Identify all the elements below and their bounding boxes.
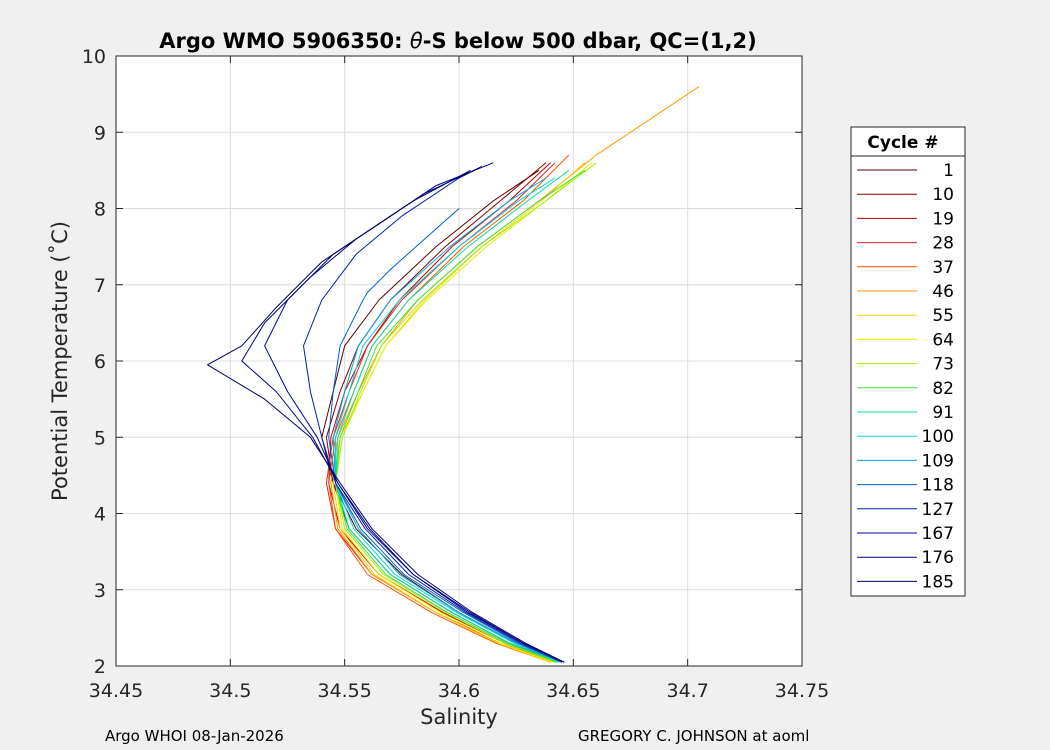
legend-label-cycle-176: 176 [922,548,954,568]
x-tick-label: 34.7 [667,680,709,702]
legend-box [850,126,966,597]
x-tick-label: 34.5 [209,680,251,702]
legend: Cycle # 1 10 19 28 37 46 55 64 73 82 91 100 109 118 12… [850,126,966,597]
legend-label-cycle-185: 185 [922,572,954,592]
series-line-cycle-73 [335,162,597,663]
axis-ticks: 34.45 34.5 34.55 34.6 34.65 34.7 34.75 2 3 4 5 6 7 8 9… [82,46,829,702]
legend-label-cycle-127: 127 [922,500,954,520]
legend-label-cycle-64: 64 [932,330,954,350]
legend-label-cycle-167: 167 [922,524,954,544]
series-line-cycle-46 [330,86,700,663]
legend-label-cycle-100: 100 [922,427,954,447]
legend-label-cycle-73: 73 [932,355,954,375]
series-line-cycle-19 [328,162,558,663]
legend-label-cycle-118: 118 [922,476,954,496]
x-tick-label: 34.55 [317,680,371,702]
legend-label-cycle-28: 28 [932,234,954,254]
x-tick-label: 34.45 [89,680,143,702]
y-tick-label: 6 [94,351,106,373]
series-layer [207,86,700,663]
legend-items: 1 10 19 28 37 46 55 64 73 82 91 100 109 118 127 167 176 1… [857,161,954,592]
legend-label-cycle-91: 91 [932,403,954,423]
y-tick-label: 9 [94,122,106,144]
y-tick-label: 8 [94,199,106,221]
series-line-cycle-109 [332,177,563,663]
y-tick-label: 7 [94,275,106,297]
footer-left: Argo WHOI 08-Jan-2026 [105,727,284,745]
legend-label-cycle-82: 82 [932,379,954,399]
series-line-cycle-82 [335,169,586,663]
series-line-cycle-127 [303,166,563,663]
y-axis-label: Potential Temperature (˚C) [48,221,72,501]
legend-label-cycle-19: 19 [932,209,954,229]
series-line-cycle-91 [335,169,570,663]
y-tick-label: 3 [94,580,106,602]
y-tick-label: 10 [82,46,106,68]
legend-label-cycle-37: 37 [932,258,954,278]
y-tick-label: 2 [94,656,106,678]
legend-label-cycle-1: 1 [943,161,954,181]
series-line-cycle-118 [328,208,563,663]
x-axis-label: Salinity [420,705,498,729]
x-tick-label: 34.75 [775,680,829,702]
legend-title: Cycle # [867,133,938,153]
legend-label-cycle-109: 109 [922,451,954,471]
legend-label-cycle-55: 55 [932,306,954,326]
series-line-cycle-100 [335,177,563,663]
series-line-cycle-185 [207,166,565,663]
y-tick-label: 4 [94,504,106,526]
x-tick-label: 34.6 [438,680,480,702]
chart-title: Argo WMO 5906350: θ-S below 500 dbar, QC… [159,29,756,53]
x-tick-label: 34.65 [546,680,600,702]
legend-label-cycle-10: 10 [932,185,954,205]
footer-right: GREGORY C. JOHNSON at aoml [578,727,809,745]
legend-label-cycle-46: 46 [932,282,954,302]
y-tick-label: 5 [94,427,106,449]
series-line-cycle-176 [241,169,565,663]
